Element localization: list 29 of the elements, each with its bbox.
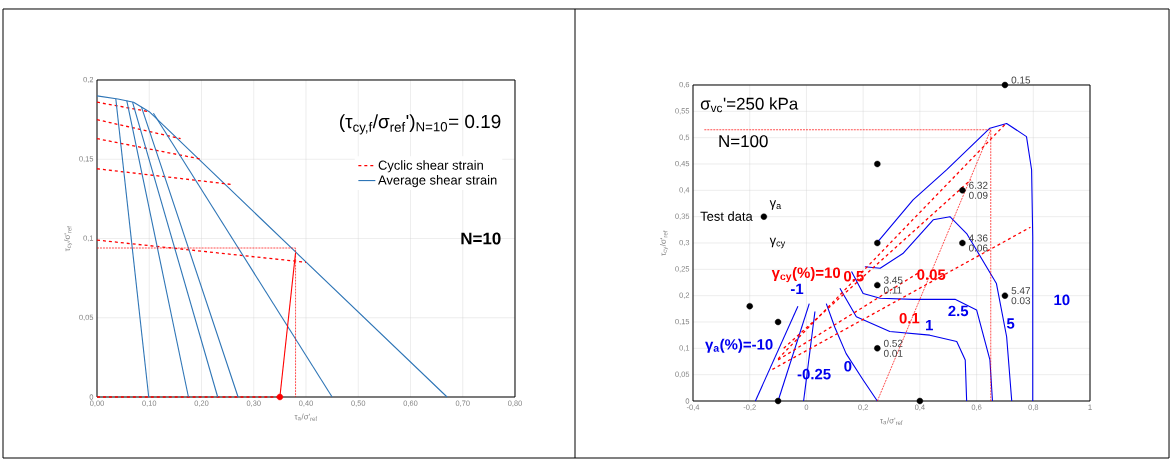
annotation: 3.45 [883,276,903,284]
series-label: 2.5 [948,305,969,317]
legend-label: Average shear strain [378,175,497,188]
series-label: 0.1 [899,312,920,324]
annotation: 0.15 [1011,76,1031,84]
annotation: N=10 [461,232,501,245]
series-label: 5 [1006,318,1015,329]
series-label: 0 [844,360,852,372]
annotation: σ$_{vc}$'=250 kPa [700,97,799,113]
series-label: 10 [1054,294,1070,306]
annotation: Test data [700,211,753,221]
annotation: (τ$_{cy,f}$/σ$_{ref}$')$_{N=10}$= 0.19 [340,114,501,135]
annotation: 0.01 [883,349,903,357]
annotation: γ$_{a}$ [769,200,782,210]
series-label: 0.05 [917,269,946,280]
series-label: 1 [926,320,933,331]
annotation: 0.52 [883,339,903,347]
annotation: 0.11 [883,286,902,294]
annotation: 0.09 [968,191,988,199]
series-label: -1 [790,283,804,294]
annotation: 4.36 [968,234,988,242]
series-label: γ$_{a}$(%)=-10 [705,338,773,353]
annotation: 5.47 [1011,287,1031,295]
annotation: γ$_{cy}$ [769,237,786,249]
series-label: γ$_{cy}$(%)=10 [771,267,841,283]
legend-label: Cyclic shear strain [378,160,483,173]
annotation: 6.32 [969,181,988,189]
annotation: 0.03 [1011,297,1031,305]
annotation: N=100 [719,135,768,148]
